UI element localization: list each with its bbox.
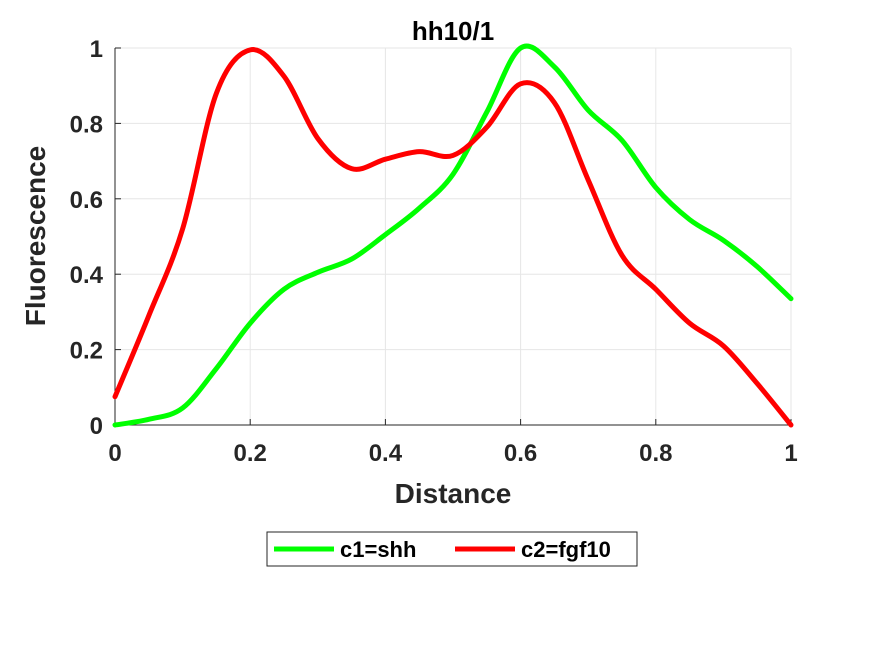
x-tick-label: 0.2 [234,440,267,467]
x-tick-label: 0.4 [369,440,403,467]
legend-label-c2: c2=fgf10 [521,537,611,562]
y-tick-label: 0.2 [70,338,103,365]
series-line-1 [112,43,794,428]
tick-labels: 0 0.2 0.4 0.6 0.8 1 0 0.2 0.4 0.6 0.8 1 [70,36,798,467]
legend-box [266,531,638,567]
series-lines [112,43,794,428]
x-tick-label: 0.8 [639,440,672,467]
x-tick-label: 0.6 [504,440,537,467]
legend-label-c1: c1=shh [340,537,416,562]
y-tick-label: 0 [90,413,103,440]
y-tick-label: 0.8 [70,111,103,138]
series-line-2 [112,47,794,428]
y-tick-label: 0.4 [70,262,104,289]
x-tick-label: 0 [108,440,121,467]
y-tick-label: 1 [90,36,103,63]
y-axis-label: Fluorescence [20,146,51,327]
plot-background [115,48,791,425]
y-tick-label: 0.6 [70,187,103,214]
x-axis-label: Distance [395,478,512,509]
x-tick-label: 1 [784,440,797,467]
legend: c1=shh c2=fgf10 [266,531,638,567]
axes [114,47,792,426]
chart-title: hh10/1 [412,16,494,46]
